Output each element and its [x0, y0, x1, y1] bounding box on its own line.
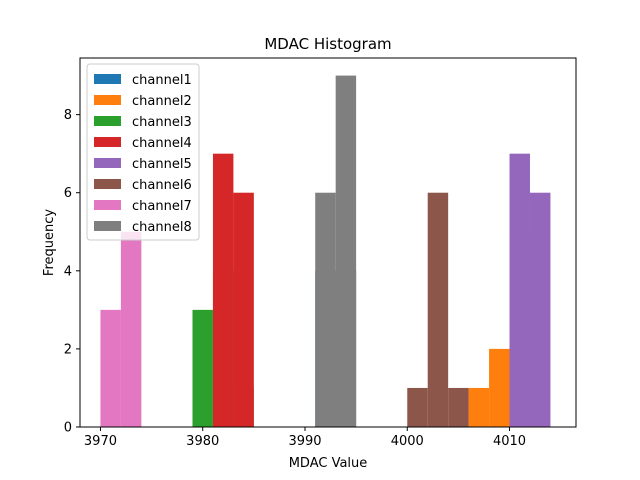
x-axis-ticks: 3970 3980 3990 4000 4010 — [84, 427, 526, 449]
legend-swatch-channel1 — [94, 74, 121, 84]
y-tick-label: 6 — [64, 186, 72, 201]
y-tick-label: 2 — [64, 342, 72, 357]
bar-channel8-3992 — [315, 192, 336, 427]
bar-channel5-4011 — [509, 153, 530, 428]
y-tick-label: 0 — [64, 421, 72, 436]
plot-frame — [79, 57, 577, 428]
legend-label-channel3: channel3 — [132, 115, 192, 130]
bar-channel5-4013 — [529, 192, 551, 427]
legend-box — [86, 63, 200, 241]
legend-swatch-channel7 — [94, 200, 121, 210]
legend-swatch-channel8 — [94, 221, 121, 231]
y-tick-label: 8 — [64, 108, 72, 123]
legend: channel1 channel2 channel3 channel4 channel5… — [86, 63, 200, 241]
bar-channel7-3971 — [100, 309, 121, 427]
legend-label-channel2: channel2 — [132, 94, 192, 109]
bars-layer — [100, 75, 551, 428]
chart-title: MDAC Histogram — [264, 35, 391, 53]
y-axis-label: Frequency — [42, 209, 57, 276]
x-axis-label: MDAC Value — [289, 456, 368, 471]
bar-channel8-3994 — [335, 75, 357, 427]
x-tick-label: 4010 — [493, 434, 526, 449]
legend-label-channel7: channel7 — [132, 199, 192, 214]
y-tick-label: 4 — [64, 264, 72, 279]
bar-channel4-3982 — [212, 153, 234, 428]
bar-channel2-4009 — [489, 348, 510, 427]
legend-swatch-channel3 — [94, 116, 121, 126]
legend-label-channel4: channel4 — [132, 136, 192, 151]
legend-label-channel8: channel8 — [132, 220, 192, 235]
legend-label-channel5: channel5 — [132, 157, 192, 172]
x-tick-label: 3980 — [186, 434, 219, 449]
bar-channel6-4003 — [427, 192, 449, 427]
x-tick-label: 3990 — [288, 434, 321, 449]
y-axis-ticks: 0 2 4 6 8 — [64, 108, 80, 436]
bar-channel6-4001 — [407, 387, 428, 427]
bar-channel3-3980 — [192, 309, 213, 427]
legend-label-channel6: channel6 — [132, 178, 192, 193]
x-tick-label: 4000 — [391, 434, 424, 449]
legend-swatch-channel5 — [94, 158, 121, 168]
legend-swatch-channel4 — [94, 137, 121, 147]
bar-channel2-4007 — [468, 387, 490, 427]
legend-swatch-channel6 — [94, 179, 121, 189]
x-tick-label: 3970 — [84, 434, 117, 449]
bar-channel6-4005 — [448, 387, 469, 427]
legend-label-channel1: channel1 — [132, 73, 192, 88]
bar-channel7-3973 — [120, 231, 142, 427]
legend-swatch-channel2 — [94, 95, 121, 105]
bar-channel4-3984 — [233, 192, 254, 427]
